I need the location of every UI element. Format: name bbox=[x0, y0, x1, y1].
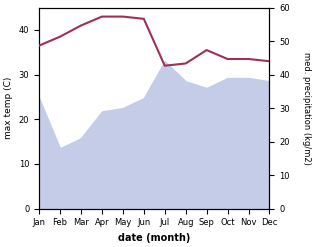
X-axis label: date (month): date (month) bbox=[118, 233, 190, 243]
Y-axis label: med. precipitation (kg/m2): med. precipitation (kg/m2) bbox=[302, 52, 311, 165]
Y-axis label: max temp (C): max temp (C) bbox=[4, 77, 13, 139]
